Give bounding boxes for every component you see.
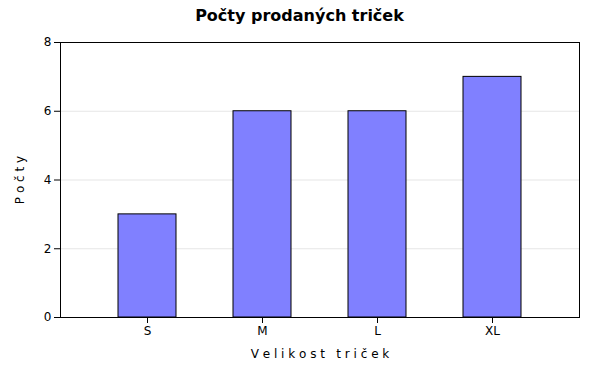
svg-text:8: 8 <box>44 35 52 49</box>
svg-text:M: M <box>257 324 267 338</box>
svg-text:P o č t y: P o č t y <box>13 156 27 204</box>
svg-text:XL: XL <box>485 324 500 338</box>
html-text:Počty prodaných triček: Počty prodaných triček <box>195 6 404 25</box>
svg-text:6: 6 <box>44 104 52 118</box>
svg-text:4: 4 <box>44 173 52 187</box>
svg-text:S: S <box>144 324 152 338</box>
svg-text:0: 0 <box>44 310 52 324</box>
svg-text:V e l i k o s t t r i č e k: V e l i k o s t t r i č e k <box>251 347 390 361</box>
svg-text:2: 2 <box>44 242 52 256</box>
svg-text:L: L <box>374 324 381 338</box>
